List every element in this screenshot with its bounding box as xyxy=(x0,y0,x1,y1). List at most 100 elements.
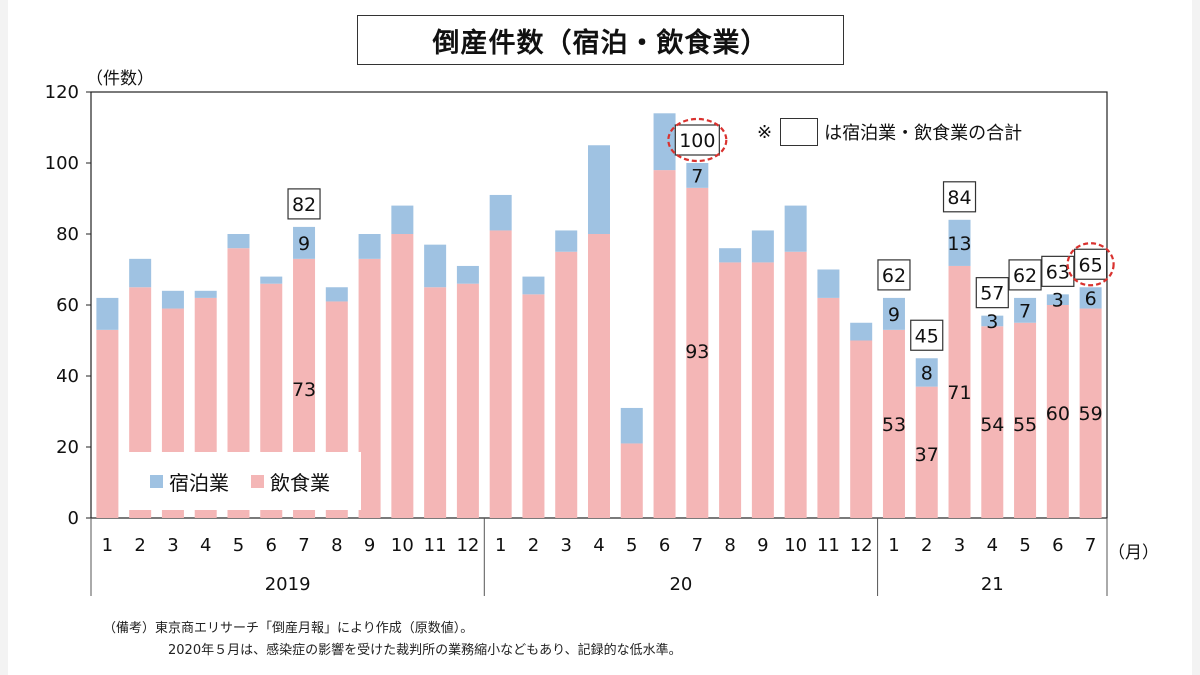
data-label-total: 65 xyxy=(1079,254,1103,276)
x-tick-label: 7 xyxy=(298,535,309,556)
data-label-lodging: 9 xyxy=(298,233,310,255)
bar-food xyxy=(1046,305,1069,518)
x-tick-label: 9 xyxy=(757,535,768,556)
total-label-box xyxy=(910,319,944,351)
bar-lodging xyxy=(1046,294,1069,305)
data-label-food: 60 xyxy=(1046,403,1070,425)
bar-food xyxy=(96,329,119,518)
x-tick-label: 5 xyxy=(626,535,637,556)
bar-food xyxy=(424,287,447,518)
data-label-food: 93 xyxy=(685,341,709,363)
total-label-box xyxy=(1074,248,1108,280)
legend-item-lodging: 宿泊業 xyxy=(150,467,229,496)
y-tick-label: 120 xyxy=(45,82,79,103)
data-label-food: 71 xyxy=(947,382,971,404)
data-label-lodging: 13 xyxy=(947,233,971,255)
x-tick-label: 11 xyxy=(424,535,447,556)
bar-food xyxy=(882,329,905,518)
x-tick-label: 4 xyxy=(987,535,998,556)
legend-label-food: 飲食業 xyxy=(270,470,330,495)
bar-food xyxy=(784,251,807,518)
data-label-total: 62 xyxy=(882,265,906,287)
legend-swatch-food xyxy=(251,474,264,488)
bar-lodging xyxy=(293,226,316,259)
legend: 宿泊業 飲食業 xyxy=(128,452,361,510)
total-label-box xyxy=(1008,259,1042,291)
x-tick-label: 8 xyxy=(724,535,735,556)
x-tick-label: 6 xyxy=(266,535,277,556)
data-label-lodging: 7 xyxy=(691,165,703,187)
x-tick-label: 6 xyxy=(1052,535,1063,556)
bar-lodging xyxy=(751,230,774,263)
bar-food xyxy=(653,170,676,518)
bar-food xyxy=(555,251,578,518)
data-label-lodging: 8 xyxy=(921,362,933,384)
x-tick-label: 5 xyxy=(1019,535,1030,556)
data-label-lodging: 7 xyxy=(1019,300,1031,322)
bar-food xyxy=(620,443,643,518)
bar-lodging xyxy=(260,276,283,284)
x-tick-label: 2 xyxy=(134,535,145,556)
x-tick-label: 3 xyxy=(167,535,178,556)
total-label-box xyxy=(674,124,720,156)
legend-swatch-lodging xyxy=(150,474,163,488)
legend-label-lodging: 宿泊業 xyxy=(169,470,229,495)
bar-lodging xyxy=(915,358,938,387)
bar-lodging xyxy=(817,269,840,298)
bar-lodging xyxy=(161,290,184,309)
bar-food xyxy=(358,258,381,518)
bar-lodging xyxy=(850,322,873,341)
x-tick-label: 2 xyxy=(528,535,539,556)
bar-food xyxy=(817,297,840,518)
x-tick-label: 5 xyxy=(233,535,244,556)
bar-food xyxy=(686,187,709,518)
legend-item-food: 飲食業 xyxy=(251,467,330,496)
bar-food xyxy=(850,340,873,518)
bar-lodging xyxy=(719,248,742,263)
footnote-line-2: 2020年５月は、感染症の影響を受けた裁判所の業務縮小などもあり、記録的な低水準… xyxy=(168,643,682,658)
bar-lodging xyxy=(555,230,578,252)
bar-food xyxy=(915,386,938,518)
y-tick-label: 100 xyxy=(45,153,79,174)
bar-lodging xyxy=(1079,287,1102,309)
highlight-circle xyxy=(1066,242,1115,287)
footnote-line-1: （備考）東京商エリサーチ「倒産月報」により作成（原数値）。 xyxy=(103,621,474,636)
year-label: 20 xyxy=(669,574,692,595)
x-axis-unit-label: （月） xyxy=(1108,543,1159,563)
total-label-box xyxy=(1041,255,1075,287)
total-note: ※ は宿泊業・飲食業の合計 xyxy=(757,118,1022,146)
year-label: 2019 xyxy=(265,574,311,595)
bar-lodging xyxy=(981,315,1004,327)
data-label-food: 37 xyxy=(915,444,939,466)
bar-lodging xyxy=(882,297,905,330)
y-axis-unit-label: （件数） xyxy=(86,69,154,89)
data-label-total: 62 xyxy=(1013,265,1037,287)
highlight-circle xyxy=(667,117,728,163)
bar-food xyxy=(489,230,512,518)
bar-lodging xyxy=(391,205,414,234)
x-tick-label: 4 xyxy=(200,535,211,556)
total-label-box xyxy=(287,188,321,220)
chart-title: 倒産件数（宿泊・飲食業） xyxy=(357,15,844,65)
bar-food xyxy=(948,265,971,518)
data-label-food: 54 xyxy=(980,414,1004,436)
bar-lodging xyxy=(456,265,479,284)
bar-food xyxy=(391,234,414,518)
total-label-box xyxy=(877,259,911,291)
y-tick-label: 80 xyxy=(56,224,79,245)
note-symbol: ※ xyxy=(757,121,773,143)
bar-lodging xyxy=(227,234,250,249)
note-box-icon xyxy=(780,118,819,146)
y-tick-label: 20 xyxy=(56,437,79,458)
note-text: は宿泊業・飲食業の合計 xyxy=(824,123,1023,144)
data-label-total: 82 xyxy=(292,194,316,216)
x-tick-label: 10 xyxy=(391,535,414,556)
total-label-box xyxy=(942,181,977,213)
bar-lodging xyxy=(325,287,348,302)
bar-lodging xyxy=(96,297,119,330)
x-tick-label: 1 xyxy=(888,535,899,556)
data-label-food: 53 xyxy=(882,414,906,436)
bar-lodging xyxy=(522,276,545,295)
data-label-food: 73 xyxy=(292,379,316,401)
